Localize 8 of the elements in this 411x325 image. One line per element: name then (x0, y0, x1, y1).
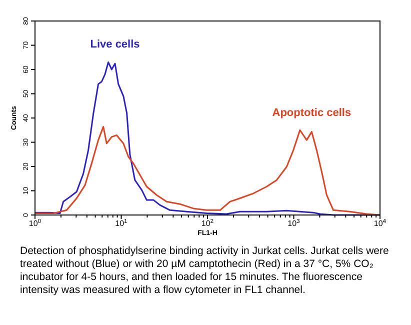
x-tick-label: 10$^{2}$ (201, 218, 214, 228)
series-label: Live cells (90, 38, 140, 51)
x-tick-label: 10$^{0}$ (28, 218, 42, 228)
text: Detection of phosphatidylserine binding activity in Jurkat cells. Jurkat cells were treated without (Blue) or with 20 µM camptothecin (Red) in a 37 °C, 5% CO₂ incubator for 4-5 hours, and then loaded for 15 minutes. The fluorescence intensity was measured with a flow cytometer in FL1 channel. (20, 245, 390, 297)
series-label: Apoptotic cells (272, 106, 352, 119)
x-tick-label: 10$^{4}$ (374, 218, 387, 228)
x-tick-label: 10$^{3}$ (288, 218, 301, 228)
x-tick-label: 10$^{1}$ (115, 218, 128, 228)
